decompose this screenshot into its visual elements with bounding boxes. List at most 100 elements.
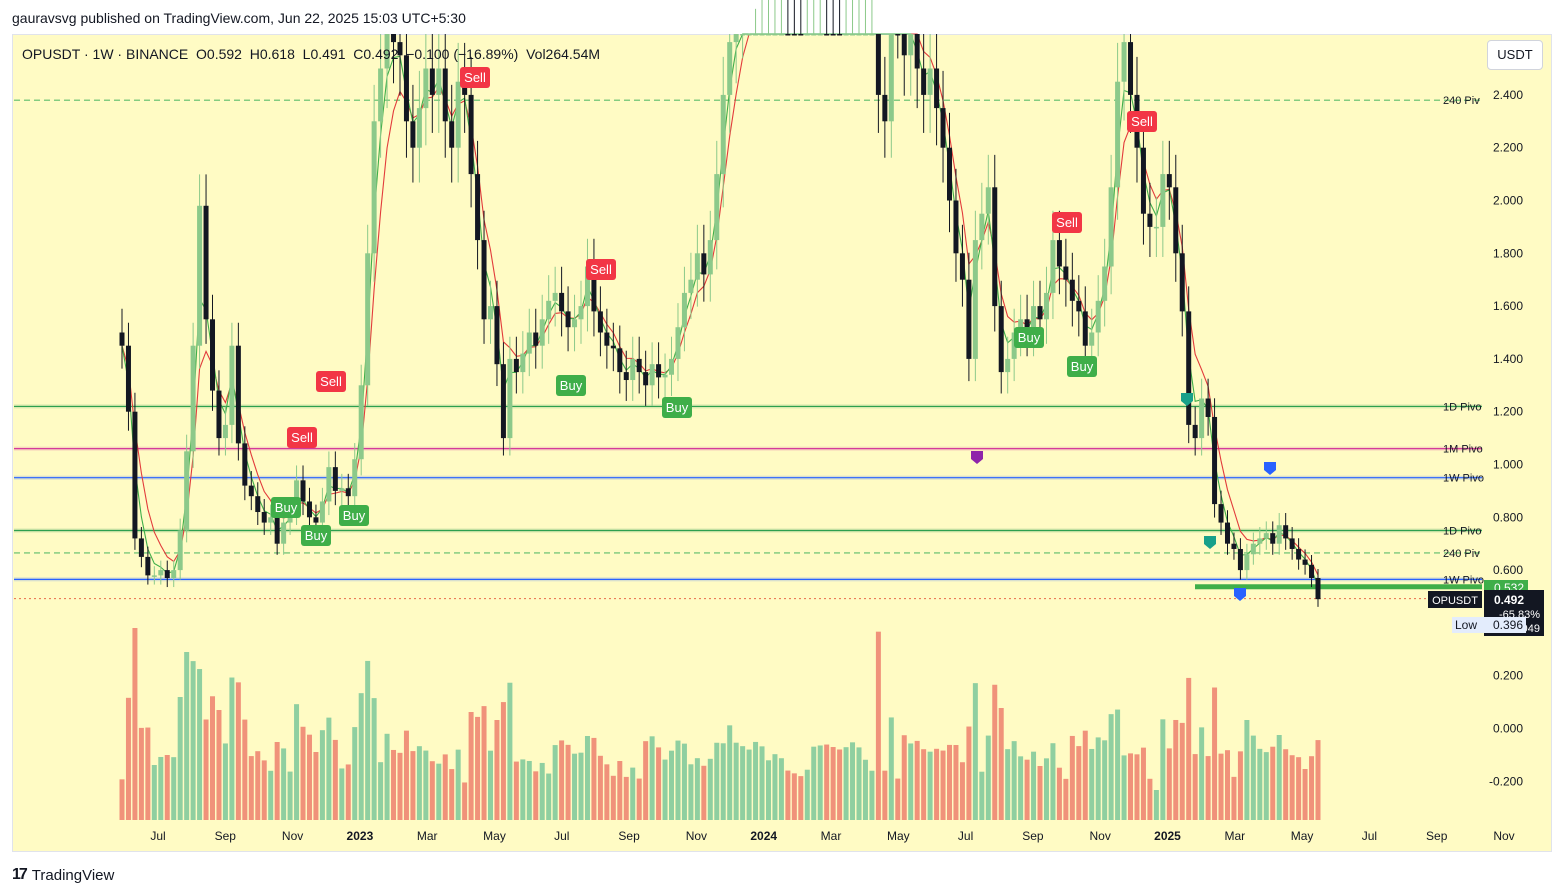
- candle-body: [177, 530, 183, 571]
- candle-body: [649, 364, 655, 386]
- volume-bar: [591, 737, 597, 820]
- candle-body: [345, 488, 351, 497]
- low-label: Low: [1455, 618, 1477, 632]
- candle-body: [901, 34, 907, 56]
- candle-body: [352, 459, 358, 497]
- candle-body: [1199, 398, 1205, 439]
- tradingview-brand: TradingView: [31, 866, 115, 884]
- candle-body: [410, 121, 416, 148]
- volume-bar: [436, 763, 442, 820]
- volume-bar: [494, 720, 500, 820]
- volume-bar: [636, 778, 642, 820]
- symbol-legend: OPUSDT · 1W · BINANCE O0.592 H0.618 L0.4…: [22, 46, 601, 62]
- volume-bar: [947, 744, 953, 820]
- candle-body: [151, 575, 157, 577]
- candle-body: [959, 253, 965, 280]
- legend-interval[interactable]: 1W: [92, 46, 114, 62]
- volume-bar: [255, 751, 261, 820]
- time-tick-label: Nov: [1090, 829, 1111, 843]
- time-tick-label: Jul: [958, 829, 973, 843]
- candle-body: [972, 240, 978, 359]
- volume-bar: [649, 736, 655, 820]
- candle-body: [811, 34, 817, 36]
- volume-bar: [811, 746, 817, 820]
- volume-bar: [294, 704, 300, 820]
- volume-bar: [1089, 748, 1095, 820]
- volume-bar: [261, 760, 267, 820]
- candle-body: [675, 327, 681, 359]
- volume-bar: [1121, 755, 1127, 820]
- volume-bar: [662, 759, 668, 820]
- volume-bar: [300, 726, 306, 820]
- volume-bar: [701, 765, 707, 820]
- volume-bar: [1069, 735, 1075, 820]
- candle-body: [1089, 332, 1095, 346]
- candle-body: [197, 205, 203, 346]
- current-price-text: 0.492: [1494, 593, 1524, 607]
- candle-body: [384, 34, 390, 69]
- volume-bar: [597, 755, 603, 820]
- volume-bar: [785, 770, 791, 820]
- volume-bar: [584, 736, 590, 820]
- candle-body: [313, 517, 319, 523]
- candle-body: [798, 34, 804, 36]
- currency-button[interactable]: USDT: [1487, 40, 1543, 70]
- marker-shape: [1264, 462, 1276, 475]
- candle-body: [274, 517, 280, 544]
- volume-bar: [184, 652, 190, 820]
- volume-bar: [1115, 709, 1121, 820]
- volume-bar: [513, 761, 519, 820]
- volume-bar: [526, 760, 532, 820]
- signal-label: Buy: [343, 508, 366, 523]
- volume-bar: [1205, 756, 1211, 820]
- price-tick-label: 0.600: [1493, 563, 1523, 577]
- volume-bar: [656, 747, 662, 820]
- candle-body: [1205, 398, 1211, 417]
- volume-bar: [248, 756, 254, 820]
- volume-bar: [235, 682, 241, 820]
- legend-symbol[interactable]: OPUSDT: [22, 46, 81, 62]
- tradingview-logo[interactable]: 17 TradingView: [12, 864, 114, 886]
- volume-bar: [391, 749, 397, 820]
- candle-body: [940, 108, 946, 148]
- volume-bar: [358, 693, 364, 820]
- candle-body: [662, 374, 668, 378]
- candle-body: [546, 300, 552, 320]
- candle-body: [1250, 543, 1256, 555]
- candle-body: [281, 522, 287, 544]
- volume-bar: [1031, 751, 1037, 820]
- volume-bar: [669, 750, 675, 820]
- pivot-label: 1D Pivo: [1443, 526, 1482, 538]
- candle-body: [235, 345, 241, 444]
- time-tick-label: Nov: [282, 829, 303, 843]
- volume-bar: [190, 661, 196, 820]
- volume-bar: [850, 742, 856, 820]
- candle-body: [1063, 266, 1069, 280]
- volume-bar: [610, 775, 616, 820]
- candle-body: [203, 205, 209, 320]
- candle-body: [882, 94, 888, 122]
- volume-bar: [1199, 727, 1205, 820]
- candle-body: [145, 556, 151, 576]
- chart-frame[interactable]: [12, 34, 1552, 852]
- candle-body: [630, 358, 636, 381]
- candle-body: [688, 279, 694, 293]
- candle-body: [468, 94, 474, 175]
- candle-body: [1115, 81, 1121, 188]
- candle-body: [591, 266, 597, 312]
- candle-body: [326, 467, 332, 502]
- volume-bar: [1011, 741, 1017, 820]
- time-tick-label: 2024: [750, 829, 777, 843]
- candle-body: [520, 353, 526, 373]
- volume-bar: [1315, 740, 1321, 820]
- candle-body: [979, 213, 985, 241]
- candle-body: [791, 34, 797, 36]
- candle-body: [1043, 292, 1049, 320]
- volume-bar: [397, 752, 403, 820]
- buy-signal: [339, 505, 369, 526]
- candle-body: [656, 364, 662, 378]
- candle-body: [772, 34, 778, 36]
- volume-bar: [959, 762, 965, 820]
- candle-body: [565, 311, 571, 328]
